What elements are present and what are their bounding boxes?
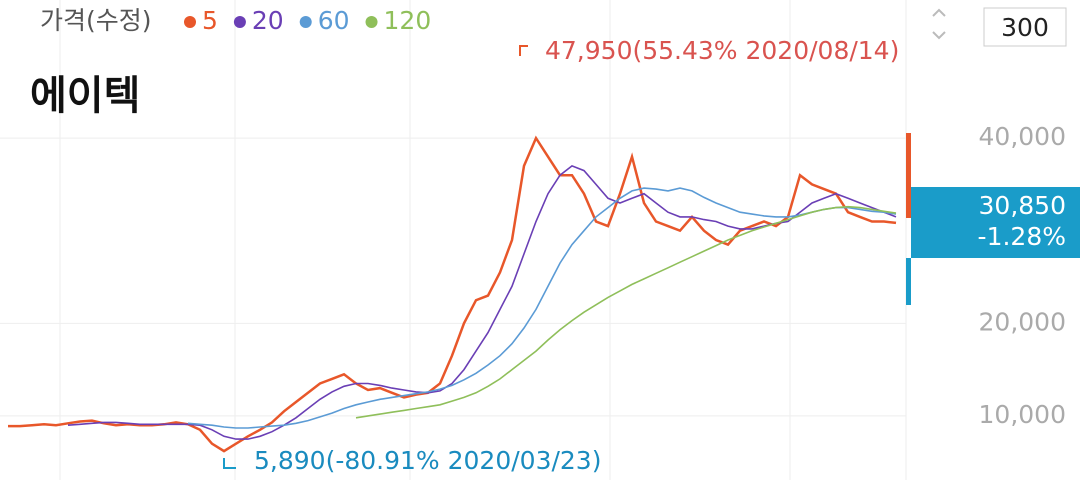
series-line [355,205,897,419]
change: -1.28% [978,222,1066,251]
legend-label: 60 [318,6,350,35]
y-tick-label: 20,000 [979,307,1066,336]
period[interactable]: 300 [1001,13,1049,42]
range-down [906,258,911,305]
legend-dot [233,16,246,28]
grid-v [59,0,907,480]
chart-title: 에이텍 [30,73,140,119]
legend-dot [299,16,312,28]
series-line [8,135,897,453]
period-box[interactable] [983,7,1067,47]
legend-label: 120 [384,6,432,35]
range-up [906,133,911,218]
y-tick-label: 10,000 [979,400,1066,429]
legend-dot [184,16,196,28]
last-price: 30,850 [979,191,1066,220]
low-label: 5,890(-80.91% 2020/03/23) [254,446,601,475]
series-line [67,164,897,440]
low-arrow [223,458,236,469]
legend-dot [365,16,378,28]
period-arrows[interactable] [932,8,946,40]
high-label: 47,950(55.43% 2020/08/14) [545,36,899,65]
price-box [911,187,1080,258]
legend-label: 5 [202,6,218,35]
legend-title: 가격(수정) [40,6,152,35]
legend-label: 20 [252,6,284,35]
series-line [187,187,897,429]
y-tick-label: 40,000 [979,122,1066,151]
high-arrow [519,45,528,56]
